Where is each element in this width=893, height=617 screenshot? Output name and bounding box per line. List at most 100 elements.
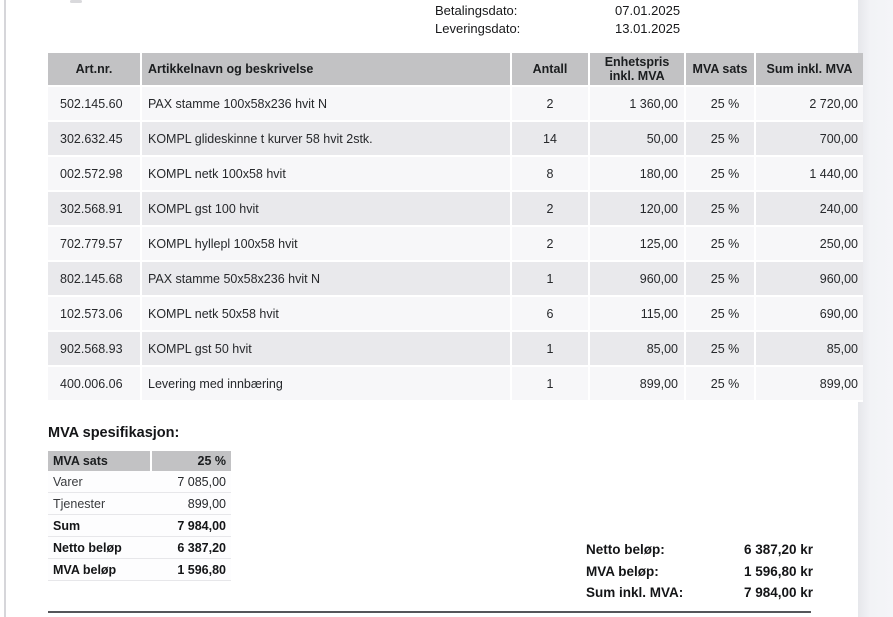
column-header: Art.nr.: [48, 53, 142, 86]
table-row: 302.568.91 KOMPL gst 100 hvit 2 120,00 25 % 2…: [48, 191, 863, 226]
table-cell: 8: [511, 156, 590, 191]
table-cell: 6: [511, 296, 590, 331]
table-cell: 125,00: [589, 226, 686, 261]
total-value: 1 596,80 kr: [743, 563, 813, 579]
mva-spec-row-label: MVA beløp: [48, 558, 151, 581]
table-cell: 690,00: [755, 296, 863, 331]
table-cell: 25 %: [685, 296, 756, 331]
delivery-date-label: Leveringsdato:: [435, 21, 521, 36]
mva-spec-row: Sum 7 984,00: [48, 514, 231, 537]
table-cell: 85,00: [589, 331, 686, 366]
table-cell: 25 %: [685, 121, 756, 156]
column-header: Artikkelnavn og beskrivelse: [141, 53, 512, 86]
table-cell: KOMPL netk 100x58 hvit: [141, 156, 512, 191]
mva-spec-row-value: 7 085,00: [151, 471, 231, 493]
table-cell: KOMPL gst 50 hvit: [141, 331, 512, 366]
table-cell: KOMPL netk 50x58 hvit: [141, 296, 512, 331]
mva-spec-row-label: Sum: [48, 514, 151, 537]
page-left-edge: [4, 0, 6, 617]
table-cell: 25 %: [685, 86, 756, 121]
total-value: 7 984,00 kr: [743, 585, 813, 600]
table-cell: 702.779.57: [48, 226, 142, 261]
delivery-date-row: Leveringsdato: 13.01.2025: [435, 20, 795, 38]
table-cell: 1: [511, 366, 590, 401]
page-right-margin: [858, 0, 893, 617]
payment-date-value: 07.01.2025: [615, 3, 681, 18]
table-cell: 302.568.91: [48, 191, 142, 226]
table-cell: 802.145.68: [48, 261, 142, 296]
mva-spec-row-label: Tjenester: [48, 492, 151, 515]
table-cell: 25 %: [685, 261, 756, 296]
table-cell: 960,00: [589, 261, 686, 296]
table-cell: 14: [511, 121, 590, 156]
mva-spec-row-value: 6 387,20: [151, 536, 231, 559]
table-cell: 240,00: [755, 191, 863, 226]
table-row: 302.632.45 KOMPL glideskinne t kurver 58 …: [48, 121, 863, 156]
table-cell: 1 440,00: [755, 156, 863, 191]
table-cell: 25 %: [685, 191, 756, 226]
table-cell: 700,00: [755, 121, 863, 156]
table-row: 702.779.57 KOMPL hyllepl 100x58 hvit 2 125,…: [48, 226, 863, 261]
total-label: Netto beløp:: [586, 542, 665, 557]
table-row: 002.572.98 KOMPL netk 100x58 hvit 8 180,00 2…: [48, 156, 863, 191]
table-cell: 1 360,00: [589, 86, 686, 121]
table-cell: 302.632.45: [48, 121, 142, 156]
mva-spec-row: MVA beløp 1 596,80: [48, 558, 231, 581]
table-cell: KOMPL glideskinne t kurver 58 hvit 2stk.: [141, 121, 512, 156]
table-cell: 2: [511, 191, 590, 226]
payment-date-label: Betalingsdato:: [435, 3, 518, 18]
table-cell: 50,00: [589, 121, 686, 156]
table-cell: 899,00: [755, 366, 863, 401]
mva-spec-header-row: MVA sats 25 %: [48, 451, 231, 471]
table-cell: 902.568.93: [48, 331, 142, 366]
total-row: MVA beløp: 1 596,80 kr: [586, 561, 813, 583]
table-cell: KOMPL hyllepl 100x58 hvit: [141, 226, 512, 261]
mva-spec-row: Tjenester 899,00: [48, 492, 231, 515]
totals-block: Netto beløp: 6 387,20 kr MVA beløp: 1 596,8…: [586, 539, 813, 604]
column-header: MVA sats: [685, 53, 756, 86]
table-cell: 102.573.06: [48, 296, 142, 331]
table-row: 902.568.93 KOMPL gst 50 hvit 1 85,00 25 % 85,…: [48, 331, 863, 366]
mva-spec-title: MVA spesifikasjon:: [48, 425, 180, 441]
table-cell: 180,00: [589, 156, 686, 191]
total-label: Sum inkl. MVA:: [586, 585, 684, 600]
table-cell: 2: [511, 86, 590, 121]
table-cell: PAX stamme 100x58x236 hvit N: [141, 86, 512, 121]
table-cell: 115,00: [589, 296, 686, 331]
total-row: Netto beløp: 6 387,20 kr: [586, 539, 813, 561]
table-cell: 25 %: [685, 226, 756, 261]
column-header: Antall: [511, 53, 590, 86]
table-cell: 2: [511, 226, 590, 261]
mva-spec-body: Varer 7 085,00 Tjenester 899,00 Sum 7 984,00 N…: [48, 471, 231, 581]
mva-spec-header-value: 25 %: [151, 451, 231, 471]
mva-spec-row-value: 7 984,00: [151, 514, 231, 537]
total-row: Sum inkl. MVA: 7 984,00 kr: [586, 582, 813, 604]
table-cell: PAX stamme 50x58x236 hvit N: [141, 261, 512, 296]
table-cell: Levering med innbæring: [141, 366, 512, 401]
table-cell: 250,00: [755, 226, 863, 261]
table-cell: 002.572.98: [48, 156, 142, 191]
mva-spec-row-label: Varer: [48, 471, 151, 493]
table-cell: 960,00: [755, 261, 863, 296]
total-value: 6 387,20 kr: [743, 542, 813, 557]
items-table-header-row: Art.nr. Artikkelnavn og beskrivelse Antall…: [48, 53, 863, 86]
table-cell: 85,00: [755, 331, 863, 366]
payment-date-row: Betalingsdato: 07.01.2025: [435, 2, 795, 20]
items-table: Art.nr. Artikkelnavn og beskrivelse Antall…: [48, 53, 863, 402]
mva-spec-header-label: MVA sats: [48, 451, 152, 471]
table-cell: 899,00: [589, 366, 686, 401]
table-cell: 502.145.60: [48, 86, 142, 121]
table-cell: 2 720,00: [755, 86, 863, 121]
table-cell: 1: [511, 331, 590, 366]
table-row: 400.006.06 Levering med innbæring 1 899,00 2…: [48, 366, 863, 401]
mva-spec-row-value: 1 596,80: [151, 558, 231, 581]
mva-spec-table: MVA sats 25 % Varer 7 085,00 Tjenester 899,…: [48, 451, 231, 581]
cropped-text-artifact: [70, 0, 82, 3]
delivery-date-value: 13.01.2025: [615, 21, 681, 36]
bottom-divider: [48, 611, 811, 613]
mva-spec-row-label: Netto beløp: [48, 536, 151, 559]
table-cell: 25 %: [685, 331, 756, 366]
total-label: MVA beløp:: [586, 563, 659, 579]
